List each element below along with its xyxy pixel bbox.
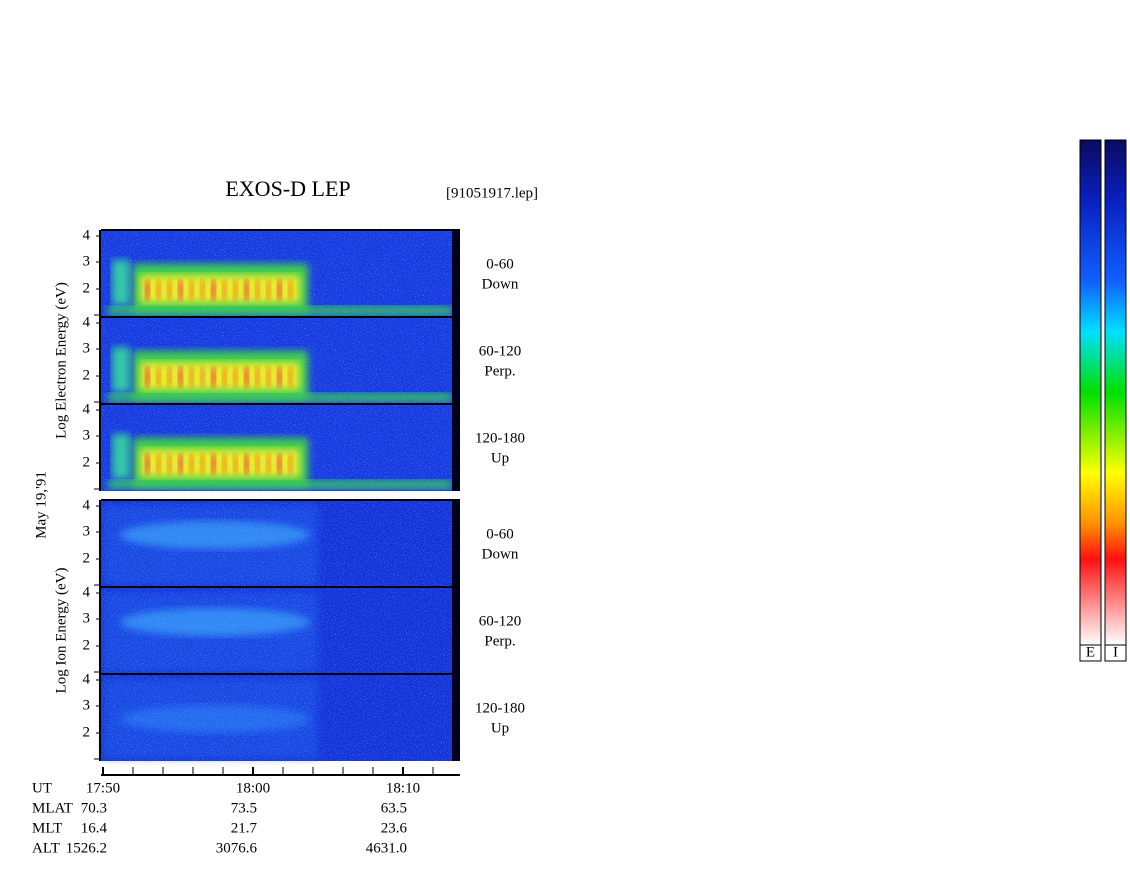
row-label: MLT xyxy=(32,820,62,836)
row-label: UT xyxy=(32,780,52,796)
noise xyxy=(101,230,452,317)
spectrogram xyxy=(101,587,460,674)
direction-label: Perp. xyxy=(484,363,515,379)
y-tick-label: 3 xyxy=(83,253,91,269)
noise xyxy=(101,500,452,587)
y-axis-label: Log Electron Energy (eV) xyxy=(53,282,69,439)
colorbar-label: E xyxy=(1086,644,1095,660)
colorbar xyxy=(1079,139,1102,646)
y-tick-label: 4 xyxy=(83,584,91,600)
spectrogram xyxy=(101,230,460,317)
y-tick-label: 3 xyxy=(83,610,91,626)
direction-label: Down xyxy=(482,276,519,292)
time-value: 1526.2 xyxy=(66,840,107,856)
y-tick-label: 4 xyxy=(83,497,91,513)
time-value: 63.5 xyxy=(381,800,407,816)
y-tick-label: 2 xyxy=(83,724,91,740)
title: EXOS-D LEP xyxy=(225,176,350,201)
time-value: 16.4 xyxy=(81,820,108,836)
panel-edge xyxy=(452,500,460,587)
spectrogram xyxy=(101,674,460,761)
spectrogram xyxy=(101,404,460,491)
y-tick-label: 3 xyxy=(83,523,91,539)
colorbar-box xyxy=(1079,644,1102,662)
y-tick-label: 4 xyxy=(83,401,91,417)
time-value: 3076.6 xyxy=(216,840,258,856)
y-tick-label: 4 xyxy=(83,314,91,330)
file-name: [91051917.lep] xyxy=(446,185,538,201)
y-tick-label: 2 xyxy=(83,637,91,653)
pitch-label: 120-180 xyxy=(475,430,525,446)
panel-edge xyxy=(452,674,460,761)
noise xyxy=(101,674,452,761)
colorbar-box xyxy=(1104,644,1127,662)
pitch-label: 60-120 xyxy=(479,343,522,359)
y-axis-label: Log Ion Energy (eV) xyxy=(53,568,69,694)
y-tick-label: 3 xyxy=(83,340,91,356)
time-value: 21.7 xyxy=(231,820,258,836)
pitch-label: 120-180 xyxy=(475,700,525,716)
panel-edge xyxy=(452,404,460,491)
spectrogram xyxy=(101,500,460,587)
colorbar-label: I xyxy=(1113,644,1118,660)
panel-edge xyxy=(452,230,460,317)
noise xyxy=(101,317,452,404)
y-tick-label: 4 xyxy=(83,227,91,243)
time-value: 73.5 xyxy=(231,800,257,816)
time-value: 17:50 xyxy=(86,780,120,796)
row-label: MLAT xyxy=(32,800,73,816)
y-tick-label: 2 xyxy=(83,454,91,470)
pitch-label: 60-120 xyxy=(479,613,522,629)
pitch-label: 0-60 xyxy=(486,526,514,542)
time-value: 70.3 xyxy=(81,800,107,816)
time-value: 18:00 xyxy=(236,780,270,796)
y-tick-label: 3 xyxy=(83,697,91,713)
time-value: 23.6 xyxy=(381,820,408,836)
noise xyxy=(101,587,452,674)
direction-label: Up xyxy=(491,450,509,466)
row-label: ALT xyxy=(32,840,60,856)
y-tick-label: 2 xyxy=(83,367,91,383)
y-tick-label: 2 xyxy=(83,550,91,566)
pitch-label: 0-60 xyxy=(486,256,514,272)
date: May 19,'91 xyxy=(33,471,49,539)
panel-edge xyxy=(452,317,460,404)
direction-label: Perp. xyxy=(484,633,515,649)
spectrogram xyxy=(101,317,460,404)
time-value: 18:10 xyxy=(386,780,420,796)
colorbar xyxy=(1104,139,1127,646)
y-tick-label: 4 xyxy=(83,671,91,687)
noise xyxy=(101,404,452,491)
panel-edge xyxy=(452,587,460,674)
time-value: 4631.0 xyxy=(366,840,407,856)
direction-label: Up xyxy=(491,720,509,736)
y-tick-label: 3 xyxy=(83,427,91,443)
direction-label: Down xyxy=(482,546,519,562)
y-tick-label: 2 xyxy=(83,280,91,296)
